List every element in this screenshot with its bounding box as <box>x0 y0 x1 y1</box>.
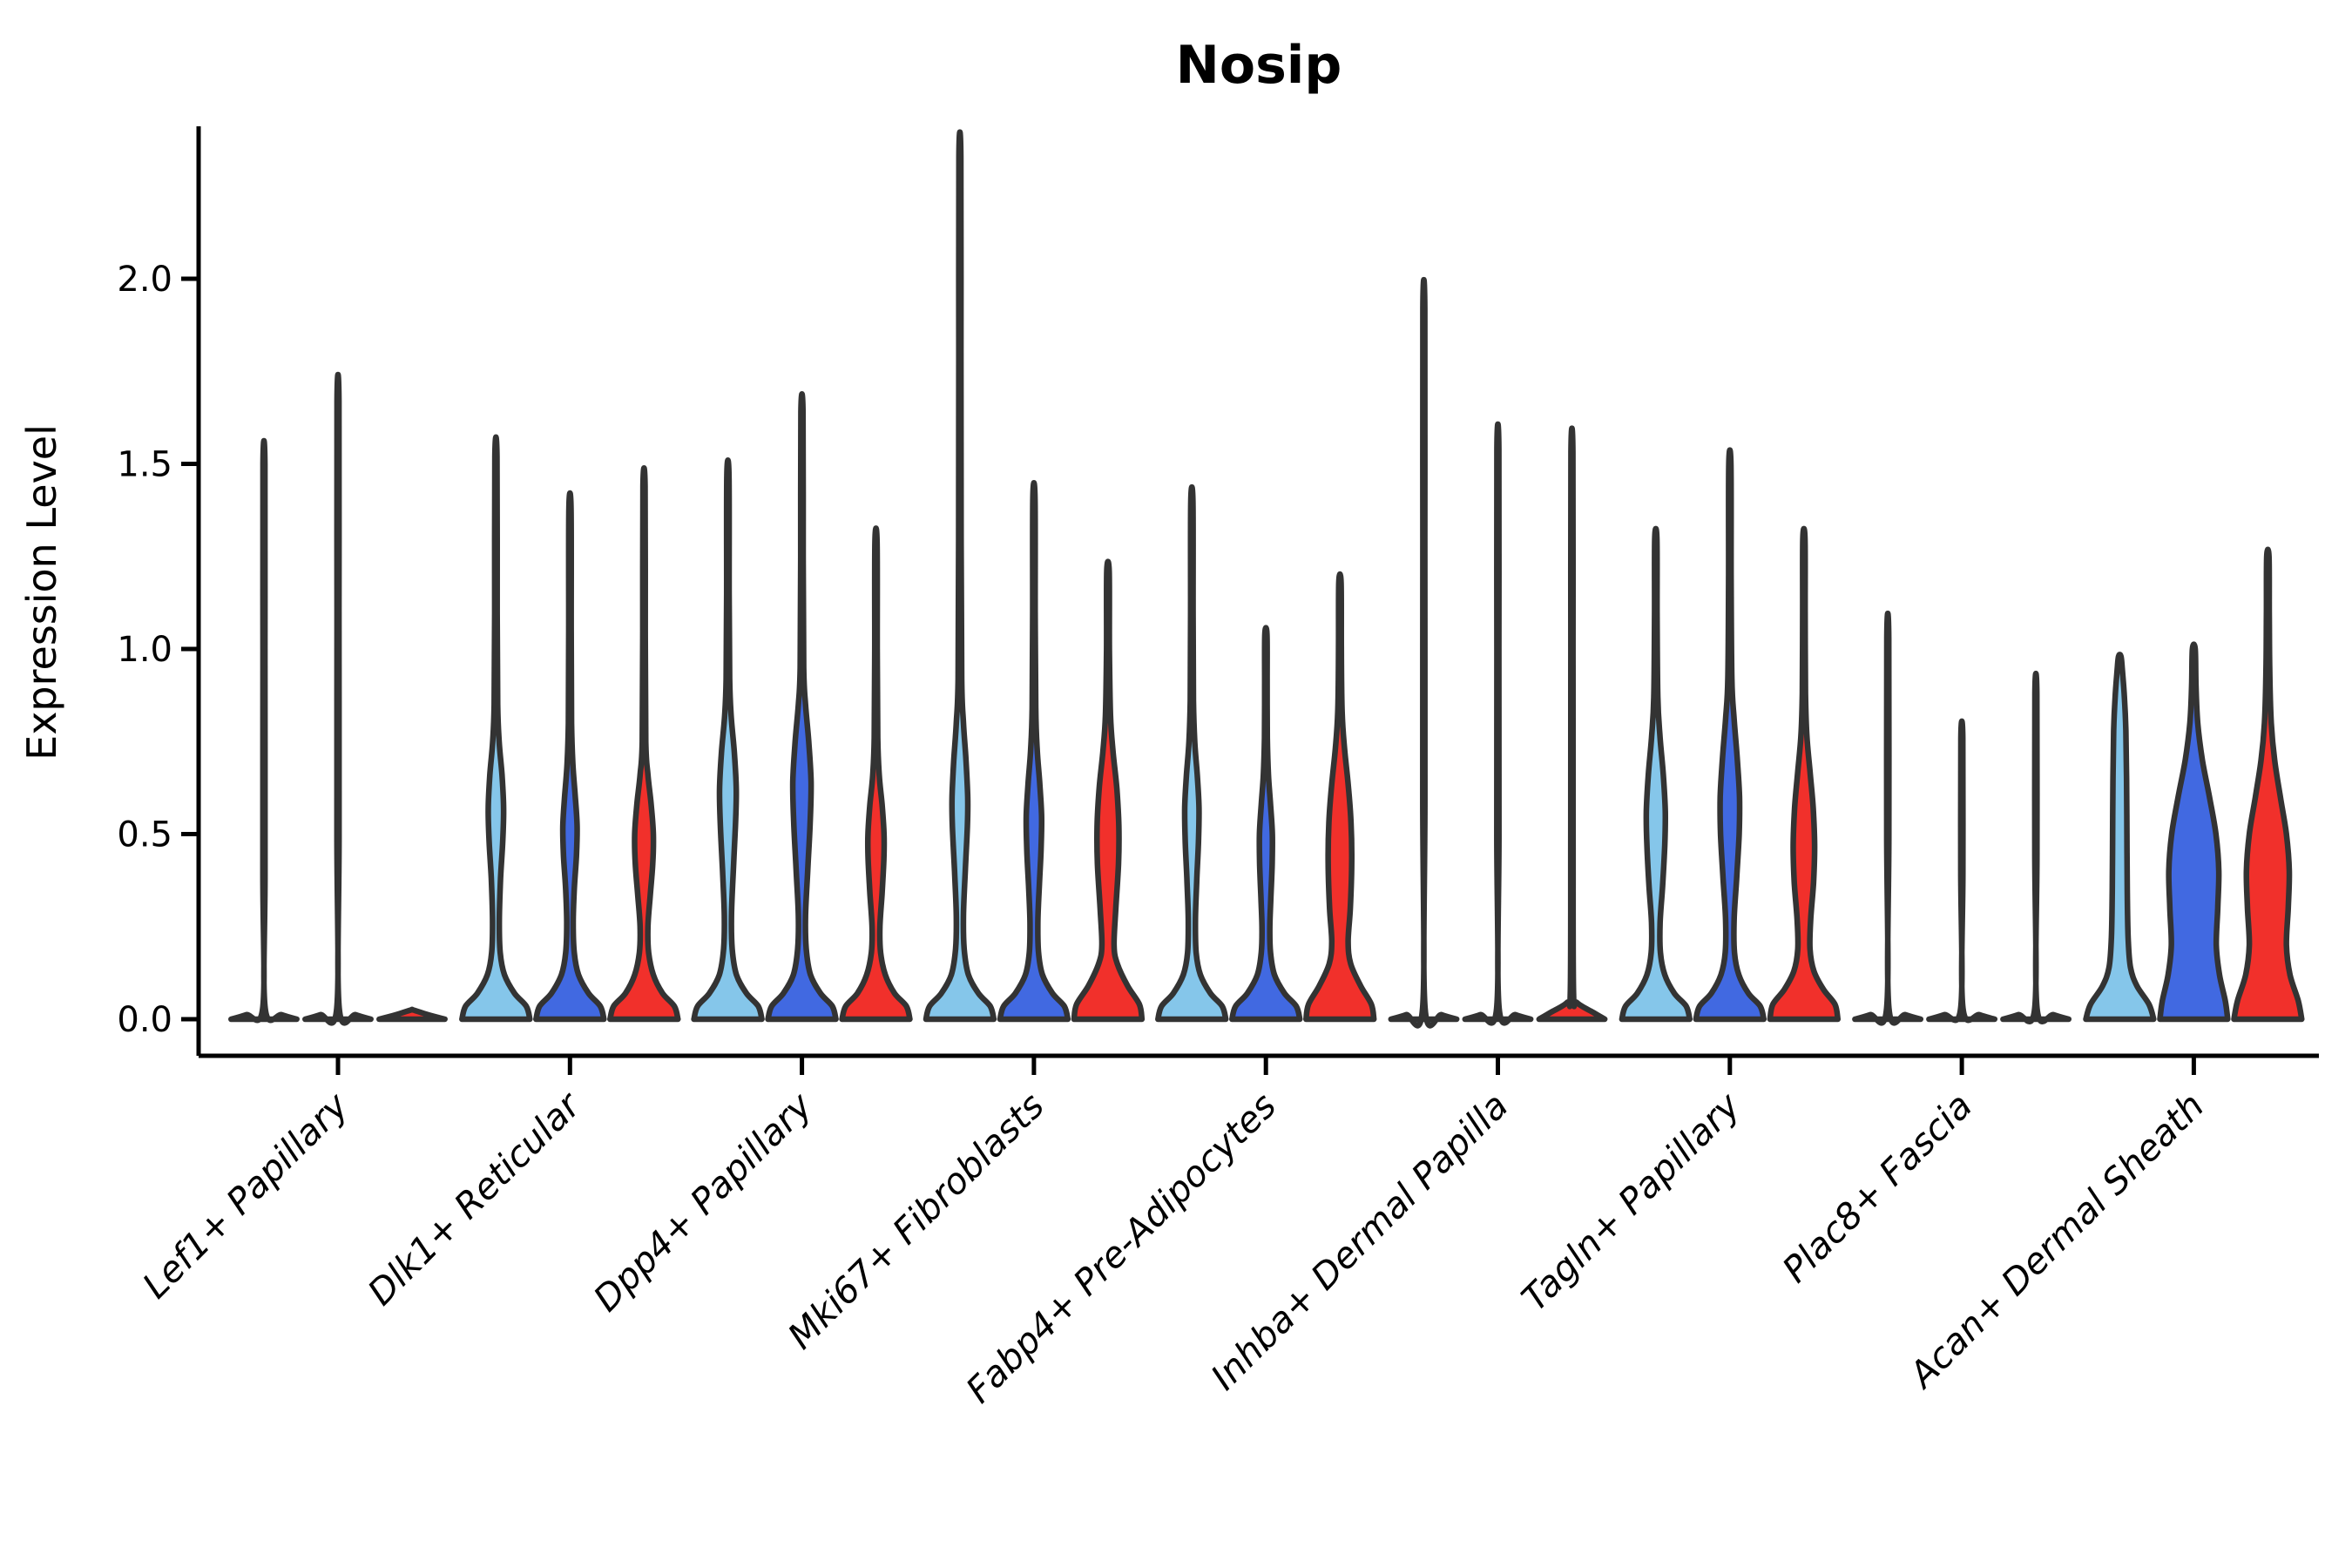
violin-group-8 <box>1852 611 2072 1026</box>
violin-dark_blue <box>1926 718 1998 1024</box>
x-tick-label: Plac8+ Fascia <box>1774 1085 1980 1290</box>
violin-dark_blue <box>1693 447 1767 1023</box>
violin-dark_blue <box>765 391 839 1023</box>
y-axis-label: Expression Level <box>18 424 65 760</box>
violin-light_blue <box>1852 611 1924 1026</box>
violin-light_blue <box>1388 276 1460 1029</box>
violin-group-6 <box>1388 276 1608 1029</box>
x-tick-label: Mki67+ Fibroblasts <box>780 1085 1052 1357</box>
violin-group-3 <box>691 391 913 1023</box>
violin-red <box>607 465 681 1023</box>
violin-light_blue <box>2083 652 2157 1023</box>
violin-dark_blue <box>533 490 607 1023</box>
violin-red <box>376 1006 448 1023</box>
violin-group-2 <box>459 434 681 1023</box>
violin-light_blue <box>923 129 997 1023</box>
violin-dark_blue <box>1462 421 1534 1026</box>
violin-red <box>1536 425 1608 1023</box>
violin-group-5 <box>1155 483 1377 1023</box>
violin-group-9 <box>2083 546 2305 1023</box>
violin-dark_blue <box>302 371 374 1026</box>
violin-light_blue <box>691 457 765 1023</box>
x-tick-label: Dlk1+ Reticular <box>360 1084 590 1314</box>
violin-layer <box>228 129 2305 1029</box>
x-tick-label: Tagln+ Papillary <box>1513 1085 1748 1320</box>
violin-light_blue <box>1619 525 1693 1023</box>
violin-group-4 <box>923 129 1146 1023</box>
violin-light_blue <box>459 434 533 1023</box>
violin-light_blue <box>228 438 300 1024</box>
violin-dark_blue <box>2157 641 2231 1023</box>
violin-group-1 <box>228 371 448 1026</box>
violin-group-7 <box>1619 447 1842 1023</box>
y-tick-label: 2.0 <box>117 260 172 300</box>
violin-dark_blue <box>997 480 1071 1023</box>
violin-red <box>1303 571 1377 1023</box>
y-tick-label: 0.5 <box>117 815 172 855</box>
violin-red <box>1767 525 1842 1023</box>
violin-dark_blue <box>1229 625 1303 1023</box>
violin-light_blue <box>1155 483 1229 1023</box>
y-tick-label: 1.0 <box>117 630 172 670</box>
violin-red <box>1071 558 1146 1023</box>
violin-red <box>2000 670 2072 1024</box>
x-tick-label: Lef1+ Papillary <box>134 1085 356 1307</box>
chart-title: Nosip <box>1176 35 1342 96</box>
y-tick-label: 0.0 <box>117 1000 172 1040</box>
axes-layer: 0.0 0.5 1.0 1.5 2.0 <box>117 126 2319 1075</box>
x-tick-label: Dpp4+ Papillary <box>585 1085 821 1320</box>
y-tick-label: 1.5 <box>117 445 172 485</box>
violin-red <box>2231 546 2305 1023</box>
violin-red <box>839 525 913 1023</box>
